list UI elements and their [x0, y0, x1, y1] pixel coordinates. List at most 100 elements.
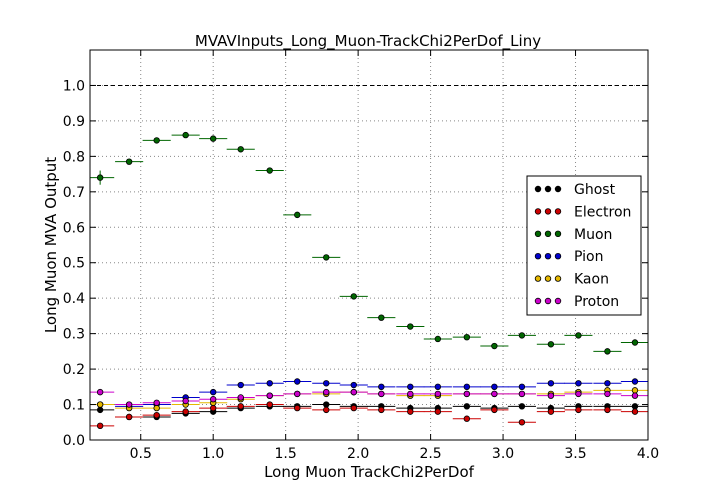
muon-point — [434, 335, 442, 343]
muon-point — [266, 167, 273, 174]
legend-marker-proton — [554, 297, 562, 305]
ghost-point — [631, 403, 639, 410]
proton-point — [604, 390, 611, 398]
legend-label-ghost: Ghost — [574, 182, 616, 198]
electron-point — [378, 406, 385, 414]
muon-point — [182, 131, 189, 139]
proton-point — [237, 394, 244, 401]
muon-point — [575, 332, 582, 339]
legend: Ghost Electron Muon Pion Kaon Proton — [526, 175, 642, 316]
proton-point — [182, 397, 189, 405]
pion-point — [631, 378, 639, 385]
legend-marker-muon — [544, 230, 552, 237]
y-axis-label: Long Muon MVA Output — [42, 157, 60, 333]
legend-label-pion: Pion — [574, 249, 603, 265]
pion-point — [518, 383, 526, 391]
series-muon — [90, 131, 648, 355]
muon-point — [378, 314, 385, 321]
muon-point — [631, 339, 639, 346]
electron-point — [350, 404, 357, 412]
legend-marker-muon — [534, 230, 542, 237]
x-tick-label: 1.5 — [275, 446, 297, 462]
y-tick-label: 1.0 — [63, 78, 85, 94]
y-tick-label: 0.0 — [63, 433, 85, 449]
ghost-point — [96, 406, 104, 414]
legend-marker-electron — [534, 208, 542, 215]
electron-point — [491, 406, 498, 414]
pion-point — [378, 383, 385, 391]
muon-point — [547, 341, 555, 348]
x-tick-label: 0.5 — [130, 446, 152, 462]
muon-point — [518, 332, 526, 339]
electron-point — [209, 404, 217, 412]
x-tick-label: 3.0 — [492, 446, 514, 462]
pion-point — [209, 388, 217, 396]
proton-point — [407, 390, 414, 398]
electron-point — [96, 422, 104, 430]
pion-point — [575, 380, 582, 387]
proton-point — [631, 392, 639, 399]
muon-point — [407, 323, 414, 330]
muon-point — [96, 174, 104, 181]
muon-point — [350, 293, 357, 300]
x-tick-label: 3.5 — [564, 446, 586, 462]
legend-marker-kaon — [534, 275, 542, 282]
muon-point — [491, 342, 498, 350]
y-tick-label: 0.6 — [63, 220, 85, 236]
x-tick-label: 4.0 — [637, 446, 659, 462]
legend-marker-muon — [554, 230, 562, 237]
muon-point — [323, 254, 330, 261]
muon-point — [294, 211, 301, 219]
proton-point — [96, 388, 104, 396]
legend-marker-ghost — [554, 185, 562, 193]
muon-point — [604, 348, 611, 355]
proton-point — [463, 390, 471, 398]
proton-point — [294, 390, 301, 398]
x-tick-label: 2.0 — [347, 446, 369, 462]
electron-point — [575, 406, 582, 414]
y-tick-label: 0.3 — [63, 327, 85, 343]
legend-label-muon: Muon — [574, 227, 612, 243]
muon-point — [125, 158, 133, 165]
proton-point — [323, 388, 330, 396]
pion-point — [604, 380, 611, 387]
proton-point — [153, 399, 160, 406]
ghost-point — [323, 401, 330, 408]
series-kaon — [90, 387, 648, 412]
x-tick-label: 2.5 — [419, 446, 441, 462]
legend-marker-ghost — [534, 185, 542, 193]
electron-point — [125, 413, 133, 421]
y-tick-label: 0.1 — [63, 398, 85, 414]
electron-point — [518, 419, 526, 426]
proton-point — [378, 390, 385, 398]
pion-point — [237, 381, 244, 389]
axis-ticks: 0.5 1.0 1.5 2.0 2.5 3.0 3.5 4.0 0.0 0.1 0.2 0.3 0.4 0… — [63, 50, 659, 462]
electron-point — [407, 408, 414, 415]
electron-point — [153, 411, 160, 419]
pion-point — [407, 383, 414, 391]
x-axis-label: Long Muon TrackChi2PerDof — [264, 463, 475, 481]
proton-point — [209, 396, 217, 403]
proton-point — [434, 390, 442, 398]
legend-marker-electron — [544, 208, 552, 215]
proton-point — [266, 392, 273, 399]
proton-point — [518, 390, 526, 398]
legend-label-proton: Proton — [574, 294, 619, 310]
series-electron — [90, 401, 648, 430]
electron-point — [266, 401, 273, 408]
muon-point — [237, 146, 244, 153]
pion-point — [547, 380, 555, 387]
electron-point — [294, 404, 301, 412]
muon-point — [209, 135, 217, 142]
electron-point — [434, 408, 442, 415]
muon-point — [153, 137, 160, 144]
pion-point — [463, 383, 471, 391]
legend-marker-ghost — [544, 185, 552, 193]
pion-point — [491, 383, 498, 391]
ghost-point — [518, 403, 526, 410]
kaon-point — [96, 401, 104, 408]
y-tick-label: 0.9 — [63, 114, 85, 130]
legend-marker-pion — [544, 253, 552, 260]
proton-point — [350, 388, 357, 396]
